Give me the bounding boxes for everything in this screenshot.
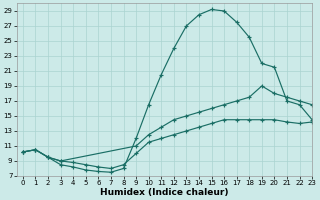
X-axis label: Humidex (Indice chaleur): Humidex (Indice chaleur) xyxy=(100,188,228,197)
